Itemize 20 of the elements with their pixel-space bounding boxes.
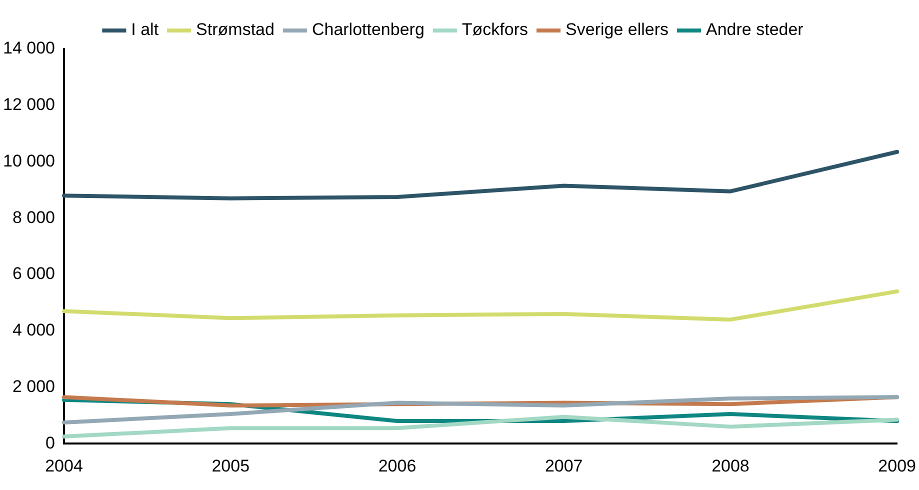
y-tick-label: 4 000	[12, 320, 55, 340]
y-tick-label: 14 000	[2, 38, 55, 58]
y-tick-label: 12 000	[2, 95, 55, 114]
y-tick-label: 6 000	[12, 264, 55, 284]
x-tick-label: 2009	[878, 456, 916, 476]
y-tick-label: 10 000	[2, 151, 55, 170]
legend-label: Charlottenberg	[312, 20, 424, 40]
legend-label: Andre steder	[706, 20, 804, 40]
legend-label: Strømstad	[196, 20, 274, 40]
x-tick-label: 2005	[212, 456, 250, 476]
y-tick-label: 0	[46, 433, 55, 452]
x-tick-label: 2008	[712, 456, 750, 476]
x-tick-label: 2006	[378, 456, 416, 476]
x-tick-label: 2007	[544, 456, 583, 476]
x-tick-label: 2004	[45, 456, 83, 476]
y-tick-label: 2 000	[12, 376, 55, 396]
legend-label: Sverige ellers	[566, 20, 669, 40]
legend-label: I alt	[131, 20, 159, 40]
legend-label: Tøckfors	[462, 20, 528, 40]
y-tick-label: 8 000	[12, 208, 55, 227]
